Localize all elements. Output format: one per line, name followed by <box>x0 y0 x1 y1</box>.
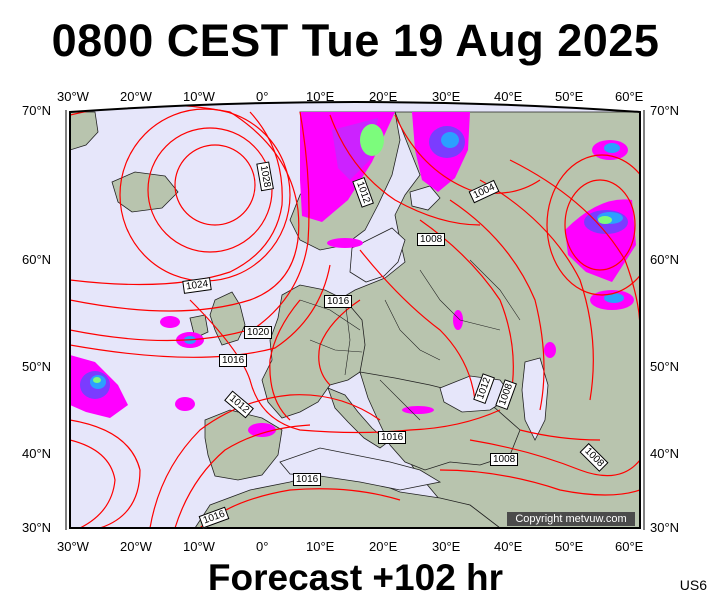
lon-tick-bottom: 30°E <box>432 539 461 554</box>
lon-tick-bottom: 50°E <box>555 539 584 554</box>
lon-tick-bottom: 40°E <box>494 539 523 554</box>
lon-tick-bottom: 10°W <box>183 539 215 554</box>
map-frame <box>69 101 641 529</box>
lat-tick-left: 30°N <box>22 520 52 535</box>
lon-tick-top: 30°W <box>57 89 89 104</box>
inland-seas <box>279 185 549 491</box>
lon-tick-bottom: 0° <box>256 539 269 554</box>
lat-tick-left: 50°N <box>22 359 52 374</box>
lat-tick-left: 70°N <box>22 103 52 118</box>
lat-tick-right: 50°N <box>650 359 680 374</box>
isobars <box>70 104 640 528</box>
lat-tick-left: 40°N <box>22 446 52 461</box>
lat-tick-right: 30°N <box>650 520 680 535</box>
lon-tick-top: 0° <box>256 89 269 104</box>
lon-tick-top: 10°W <box>183 89 215 104</box>
isobar-label: 1008 <box>417 233 446 246</box>
lon-tick-bottom: 30°W <box>57 539 89 554</box>
lon-tick-top: 60°E <box>615 89 644 104</box>
lat-tick-left: 60°N <box>22 252 52 267</box>
lon-tick-top: 10°E <box>306 89 335 104</box>
isobar-label: 1020 <box>244 326 273 339</box>
copyright-notice: Copyright metvuw.com <box>507 512 635 526</box>
map-code: US6 <box>679 577 707 593</box>
lat-tick-right: 40°N <box>650 446 680 461</box>
lon-tick-bottom: 10°E <box>306 539 335 554</box>
lon-tick-top: 30°E <box>432 89 461 104</box>
lat-tick-right: 70°N <box>650 103 680 118</box>
lon-tick-bottom: 20°W <box>120 539 152 554</box>
lon-tick-bottom: 20°E <box>369 539 398 554</box>
isobar-label: 1016 <box>324 295 353 308</box>
isobar-label: 1008 <box>490 453 519 466</box>
lat-tick-right: 60°N <box>650 252 680 267</box>
lon-tick-top: 20°E <box>369 89 398 104</box>
isobar-label: 1016 <box>378 431 407 444</box>
lon-tick-top: 40°E <box>494 89 523 104</box>
borders <box>299 259 521 421</box>
isobar-label: 1016 <box>219 354 248 367</box>
lon-tick-bottom: 60°E <box>615 539 644 554</box>
isobar-label: 1016 <box>293 473 322 486</box>
forecast-hour: Forecast +102 hr <box>207 557 504 598</box>
precipitation <box>70 112 636 437</box>
lon-tick-top: 50°E <box>555 89 584 104</box>
lon-tick-top: 20°W <box>120 89 152 104</box>
land <box>70 111 640 528</box>
map-title: 0800 CEST Tue 19 Aug 2025 <box>51 15 660 66</box>
